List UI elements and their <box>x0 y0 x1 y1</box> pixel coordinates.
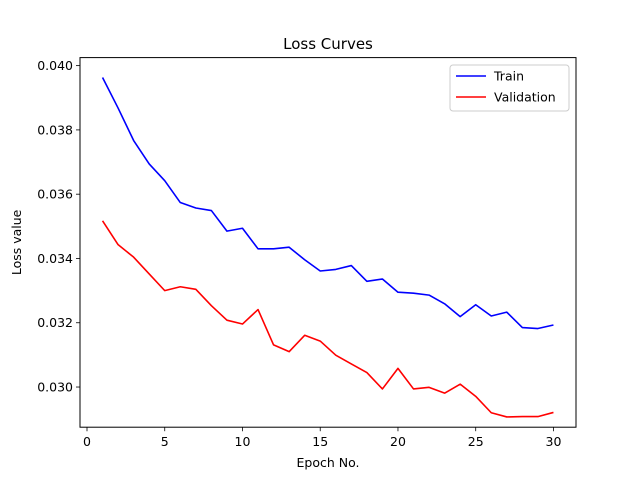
x-tick-label: 10 <box>235 434 251 449</box>
x-tick-label: 25 <box>468 434 484 449</box>
y-tick-label: 0.032 <box>37 315 73 330</box>
x-tick-label: 15 <box>312 434 328 449</box>
plot-lines <box>101 77 554 418</box>
x-tick-label: 5 <box>161 434 169 449</box>
x-tick-label: 30 <box>546 434 562 449</box>
plot-area-frame <box>79 57 577 428</box>
chart-title: Loss Curves <box>283 35 373 53</box>
y-axis-ticks: 0.030 0.032 0.034 0.036 0.038 0.040 <box>37 58 80 395</box>
x-axis-label: Epoch No. <box>296 455 359 470</box>
y-tick-label: 0.034 <box>37 251 73 266</box>
y-tick-label: 0.030 <box>37 380 73 395</box>
series-line-train <box>101 77 554 330</box>
x-tick-label: 0 <box>83 434 91 449</box>
legend-label-validation: Validation <box>494 90 556 105</box>
y-tick-label: 0.036 <box>37 187 73 202</box>
y-axis-label: Loss value <box>9 209 24 275</box>
x-axis-ticks: 0 5 10 15 20 25 30 <box>83 427 561 449</box>
y-tick-label: 0.040 <box>37 58 73 73</box>
y-tick-label: 0.038 <box>37 122 73 137</box>
legend: Train Validation <box>449 64 570 112</box>
legend-label-train: Train <box>493 69 524 84</box>
series-line-validation <box>101 220 554 418</box>
x-tick-label: 20 <box>390 434 406 449</box>
